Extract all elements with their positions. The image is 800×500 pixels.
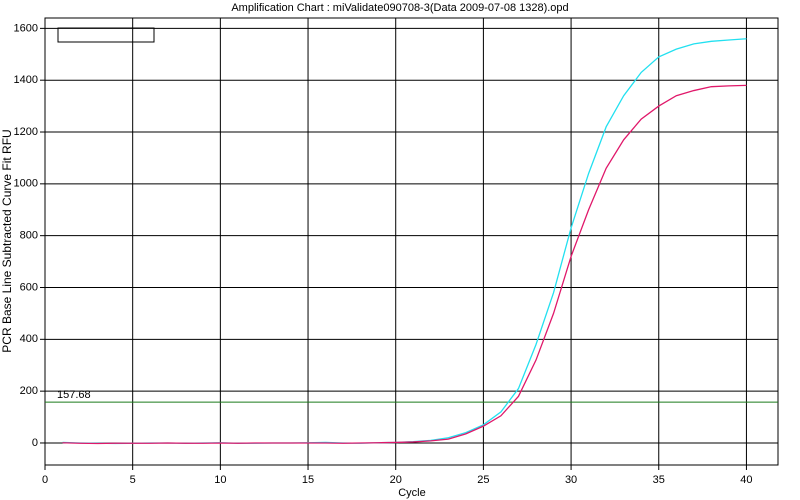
x-tick-label: 10 (214, 474, 226, 486)
legend-box (57, 27, 155, 43)
threshold-label: 157.68 (57, 389, 91, 401)
y-tick-label: 1200 (14, 126, 38, 138)
series-line (62, 38, 747, 445)
series-line (62, 84, 747, 445)
y-axis-label: PCR Base Line Subtracted Curve Fit RFU (0, 129, 14, 352)
y-tick-label: 800 (20, 230, 38, 242)
x-tick-label: 40 (740, 474, 752, 486)
x-axis-label: Cycle (398, 487, 426, 499)
x-tick-label: 30 (565, 474, 577, 486)
x-tick-label: 35 (653, 474, 665, 486)
y-tick-label: 600 (20, 281, 38, 293)
x-tick-label: 20 (390, 474, 402, 486)
x-tick-label: 0 (42, 474, 48, 486)
x-tick-label: 15 (302, 474, 314, 486)
plot-frame (44, 17, 779, 466)
x-tick-label: 25 (477, 474, 489, 486)
y-tick-label: 0 (32, 437, 38, 449)
y-tick-label: 1000 (14, 178, 38, 190)
y-tick-label: 200 (20, 385, 38, 397)
x-tick-label: 5 (130, 474, 136, 486)
y-tick-label: 1400 (14, 74, 38, 86)
y-tick-label: 400 (20, 333, 38, 345)
y-tick-label: 1600 (14, 22, 38, 34)
chart-title: Amplification Chart : miValidate090708-3… (231, 2, 568, 14)
